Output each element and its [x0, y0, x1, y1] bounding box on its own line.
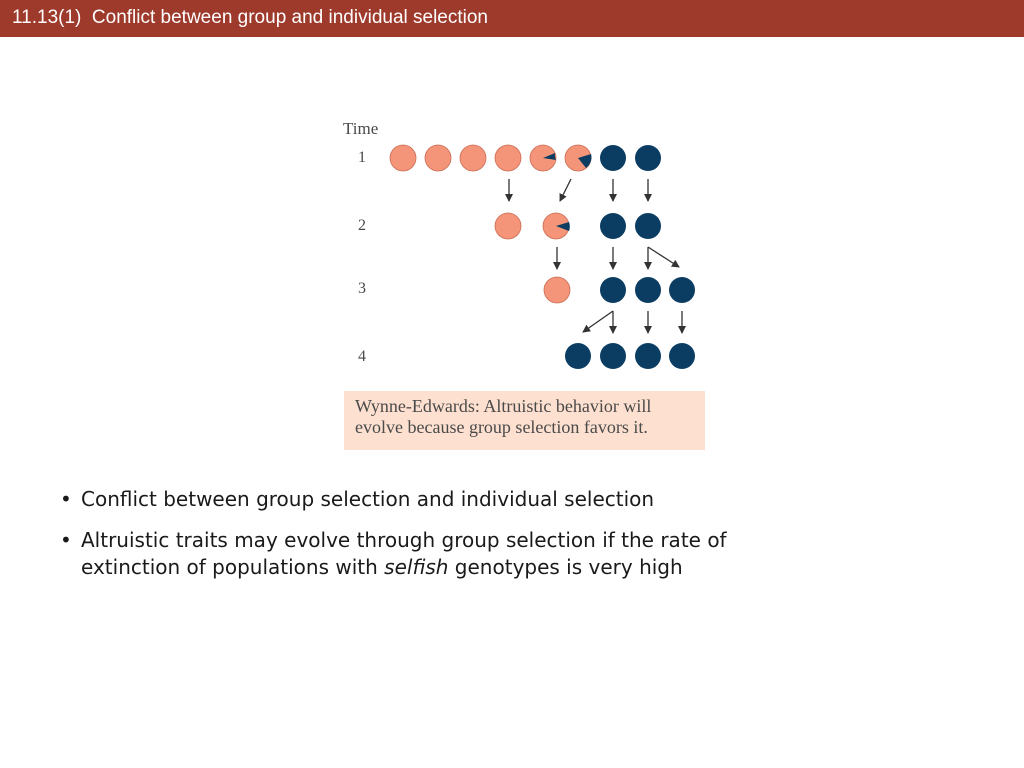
- selfish-population: [635, 213, 661, 239]
- lineage-arrow: [647, 246, 680, 268]
- title-bar: 11.13(1) Conflict between group and indi…: [0, 0, 1024, 37]
- caption-line-2: evolve because group selection favors it…: [355, 417, 648, 437]
- bullet-text-segment: genotypes is very high: [448, 555, 683, 579]
- altruistic-population: [424, 144, 452, 172]
- selfish-wedge: [556, 222, 570, 231]
- selfish-population: [635, 343, 661, 369]
- bullet-item: • Conflict between group selection and i…: [60, 486, 860, 513]
- bullet-list: • Conflict between group selection and i…: [60, 486, 860, 595]
- altruistic-population: [389, 144, 417, 172]
- selfish-population: [600, 145, 626, 171]
- bullet-text-segment: extinction of populations with: [81, 555, 385, 579]
- selfish-population: [600, 277, 626, 303]
- bullet-item: • Altruistic traits may evolve through g…: [60, 527, 860, 581]
- bullet-marker: •: [60, 487, 72, 511]
- caption-box: Wynne-Edwards: Altruistic behavior will …: [344, 391, 705, 450]
- emphasized-word: selfish: [384, 555, 449, 579]
- selfish-population: [600, 213, 626, 239]
- selfish-wedge: [578, 154, 592, 168]
- selfish-population: [669, 277, 695, 303]
- lineage-arrow: [559, 178, 572, 202]
- bullet-text-line-2: extinction of populations with selfish g…: [81, 554, 860, 581]
- bullet-marker: •: [60, 528, 72, 552]
- altruistic-population: [543, 276, 571, 304]
- time-step-2: 2: [358, 217, 366, 234]
- selfish-wedge: [543, 153, 556, 160]
- altruistic-population: [494, 212, 522, 240]
- altruistic-population: [494, 144, 522, 172]
- lineage-arrow: [582, 310, 614, 333]
- selfish-population: [600, 343, 626, 369]
- selfish-population: [635, 145, 661, 171]
- selfish-population: [635, 277, 661, 303]
- selfish-population: [669, 343, 695, 369]
- time-axis-label: Time: [343, 119, 378, 138]
- group-selection-diagram: Time 1 2 3 4: [343, 119, 695, 369]
- altruistic-population: [459, 144, 487, 172]
- time-step-1: 1: [358, 149, 366, 166]
- time-step-4: 4: [358, 348, 366, 365]
- bullet-text: Conflict between group selection and ind…: [81, 487, 655, 511]
- time-step-3: 3: [358, 280, 366, 297]
- slide-title: 11.13(1) Conflict between group and indi…: [12, 7, 489, 28]
- selfish-population: [565, 343, 591, 369]
- bullet-text-line-1: Altruistic traits may evolve through gro…: [81, 528, 727, 552]
- caption-line-1: Wynne-Edwards: Altruistic behavior will: [355, 396, 652, 416]
